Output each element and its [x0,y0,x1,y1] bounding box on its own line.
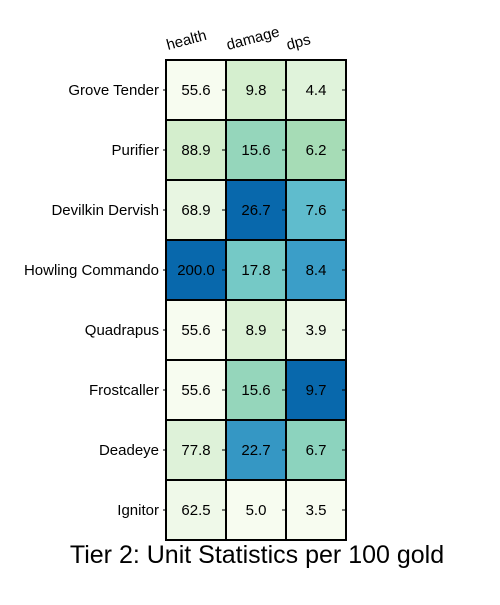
heatmap-cell-grove-tender-damage [225,59,287,121]
cell-value-label: 200.0 [177,262,215,279]
cell-value-label: 17.8 [241,262,270,279]
row-label-ignitor: Ignitor [117,502,159,519]
heatmap-cell-devilkin-dervish-health [165,179,227,241]
cell-value-label: 3.5 [306,502,327,519]
cell-value-label: 6.7 [306,442,327,459]
cell-value-label: 15.6 [241,142,270,159]
cell-value-label: 6.2 [306,142,327,159]
column-label-dps: dps [285,31,313,54]
heatmap-cell-ignitor-damage [225,479,287,541]
cell-value-label: 8.9 [246,322,267,339]
row-labels: Grove Tender Purifier Devilkin Dervish Howl… [24,82,166,519]
cell-value-label: 5.0 [246,502,267,519]
heatmap-cell-quadrapus-dps [285,299,347,361]
heatmap-cell-grove-tender-dps [285,59,347,121]
cell-value-label: 9.7 [306,382,327,399]
cell-value-label: 26.7 [241,202,270,219]
cell-value-label: 4.4 [306,82,327,99]
cell-value-label: 22.7 [241,442,270,459]
heatmap-cells: 55.6 9.8 4.4 88.9 15.6 6.2 68.9 26.7 7.6 200.0 17.… [165,59,347,541]
cell-value-label: 55.6 [181,82,210,99]
cell-value-label: 88.9 [181,142,210,159]
column-label-damage: damage [225,23,282,53]
cell-value-label: 8.4 [306,262,327,279]
cell-value-label: 3.9 [306,322,327,339]
cell-value-label: 15.6 [241,382,270,399]
heatmap-cell-deadeye-health [165,419,227,481]
row-label-quadrapus: Quadrapus [85,322,159,339]
column-label-health: health [165,27,209,54]
row-label-deadeye: Deadeye [99,442,159,459]
heatmap-cell-howling-commando-dps [285,239,347,301]
column-labels: health damage dps [165,23,313,53]
row-label-howling-commando: Howling Commando [24,262,159,279]
heatmap-cell-ignitor-dps [285,479,347,541]
row-label-frostcaller: Frostcaller [89,382,159,399]
cell-value-label: 9.8 [246,82,267,99]
heatmap-cell-ignitor-health [165,479,227,541]
heatmap-cell-quadrapus-damage [225,299,287,361]
heatmap-cell-deadeye-damage [225,419,287,481]
cell-value-label: 55.6 [181,322,210,339]
cell-value-label: 77.8 [181,442,210,459]
cell-value-label: 55.6 [181,382,210,399]
row-label-purifier: Purifier [111,142,159,159]
chart-title: Tier 2: Unit Statistics per 100 gold [70,541,444,569]
cell-value-label: 62.5 [181,502,210,519]
row-label-devilkin-dervish: Devilkin Dervish [51,202,159,219]
cell-value-label: 7.6 [306,202,327,219]
row-label-grove-tender: Grove Tender [68,82,159,99]
cell-value-label: 68.9 [181,202,210,219]
